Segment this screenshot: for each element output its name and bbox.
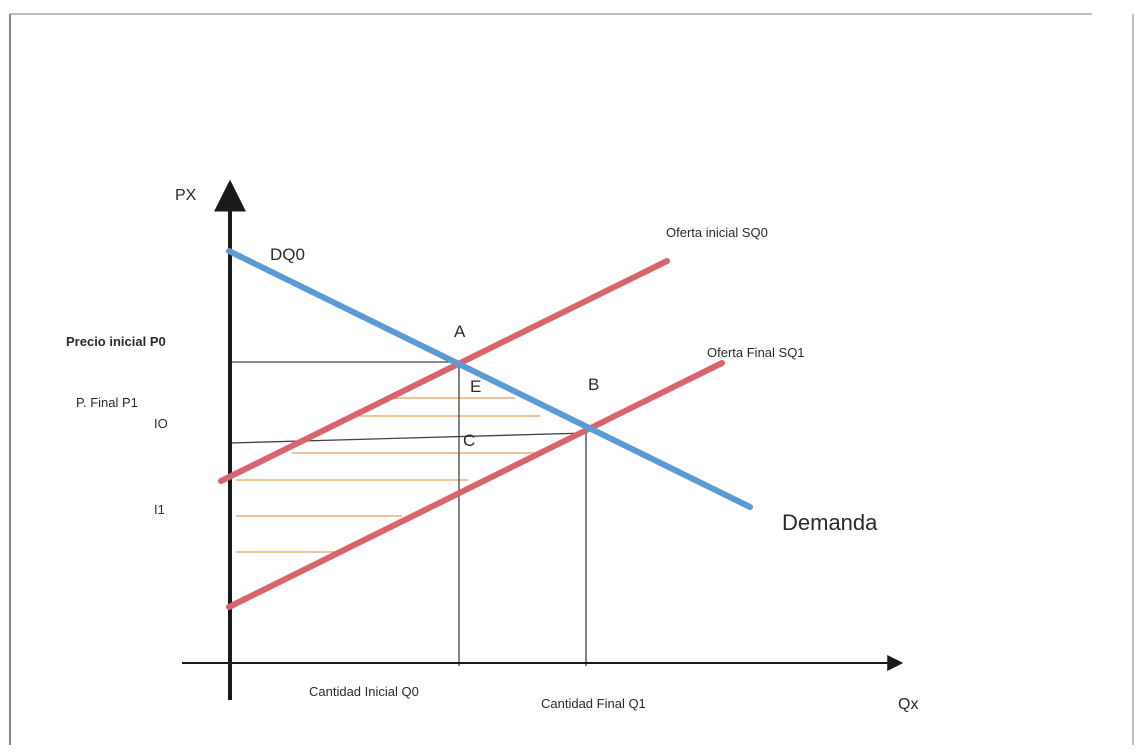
i1-label: I1 <box>154 502 165 517</box>
point-c-label: C <box>463 431 475 450</box>
demand-line <box>226 248 753 510</box>
qty-final-label: Cantidad Final Q1 <box>541 696 646 711</box>
point-e-label: E <box>470 377 481 396</box>
price-final-label: P. Final P1 <box>76 395 138 410</box>
price-io-guide <box>229 432 587 444</box>
guide-lines <box>229 361 587 666</box>
demand-tag: DQ0 <box>270 245 305 264</box>
io-label: IO <box>154 416 168 431</box>
hatch-area <box>236 397 540 553</box>
point-b-label: B <box>588 375 599 394</box>
demand-name: Demanda <box>782 510 878 535</box>
supply-final-line <box>226 360 725 610</box>
supply-final-label: Oferta Final SQ1 <box>707 345 805 360</box>
price-initial-label: Precio inicial P0 <box>66 334 166 349</box>
y-axis-label: PX <box>175 187 197 204</box>
x-axis-label: Qx <box>898 696 918 713</box>
qty-initial-label: Cantidad Inicial Q0 <box>309 684 419 699</box>
supply-initial-line <box>218 258 670 484</box>
supply-initial-label: Oferta inicial SQ0 <box>666 225 768 240</box>
point-a-label: A <box>454 322 466 341</box>
